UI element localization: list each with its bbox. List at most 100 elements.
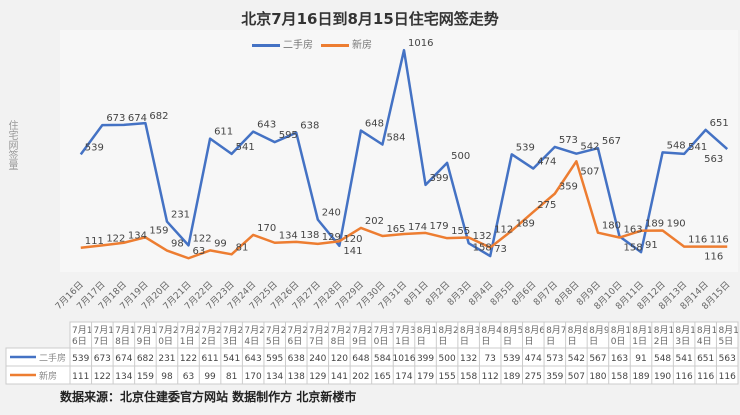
table-header: 5日 <box>266 336 281 347</box>
table-header: 7月2 <box>158 325 178 336</box>
table-cell: 112 <box>482 372 499 382</box>
data-label: 1016 <box>408 38 433 49</box>
data-label: 507 <box>580 166 599 177</box>
table-header: 2日 <box>201 336 216 347</box>
table-header: 日 <box>460 336 469 347</box>
table-cell: 163 <box>611 354 628 364</box>
table-header: 日 <box>525 336 534 347</box>
table-header: 7月2 <box>331 325 351 336</box>
table-header: 日 <box>589 336 598 347</box>
table-header: 8月1 <box>675 325 695 336</box>
data-label: 116 <box>688 235 707 246</box>
data-label: 240 <box>322 208 341 219</box>
table-header: 8月1 <box>611 325 631 336</box>
table-cell: 63 <box>183 372 194 382</box>
table-cell: 231 <box>158 354 175 364</box>
data-label: 611 <box>214 127 233 138</box>
table-header: 7月2 <box>201 325 221 336</box>
table-header: 8日 <box>115 336 130 347</box>
table-cell: 159 <box>137 372 154 382</box>
data-label: 155 <box>451 226 470 237</box>
table-cell: 189 <box>503 372 520 382</box>
table-cell: 81 <box>226 372 237 382</box>
data-label: 541 <box>688 142 707 153</box>
table-cell: 651 <box>697 354 714 364</box>
table-header: 3日 <box>675 336 690 347</box>
table-header: 日 <box>546 336 555 347</box>
table-cell: 129 <box>309 372 326 382</box>
table-header: 7月2 <box>266 325 286 336</box>
table-cell: 1016 <box>393 354 416 364</box>
table-cell: 548 <box>654 354 671 364</box>
legend-label: 新房 <box>352 40 372 51</box>
table-cell: 507 <box>568 372 585 382</box>
table-cell: 648 <box>352 354 369 364</box>
data-label: 98 <box>171 239 184 250</box>
data-label: 399 <box>430 173 449 184</box>
table-cell: 474 <box>525 354 542 364</box>
table-header: 7日 <box>94 336 109 347</box>
data-label: 542 <box>580 142 599 153</box>
table-header: 8月9 <box>589 325 610 336</box>
table-header: 日 <box>438 336 447 347</box>
table-header: 4日 <box>697 336 712 347</box>
table-header: 8日 <box>331 336 346 347</box>
table-header: 7月1 <box>94 325 114 336</box>
table-header: 9日 <box>352 336 367 347</box>
table-header: 8月7 <box>546 325 566 336</box>
data-label: 122 <box>106 233 125 244</box>
data-label: 189 <box>645 219 664 230</box>
table-header: 7月2 <box>287 325 307 336</box>
table-cell: 122 <box>180 354 197 364</box>
data-label: 159 <box>149 225 168 236</box>
data-label: 573 <box>559 135 578 146</box>
data-label: 134 <box>128 231 147 242</box>
table-header: 8月1 <box>697 325 717 336</box>
table-cell: 189 <box>632 372 649 382</box>
data-label: 539 <box>85 142 104 153</box>
table-header: 8月1 <box>632 325 652 336</box>
chart-title: 北京7月16日到8月15日住宅网签走势 <box>241 10 499 28</box>
table-cell: 682 <box>137 354 154 364</box>
data-label: 63 <box>193 246 206 257</box>
table-cell: 595 <box>266 354 283 364</box>
table-header: 7月2 <box>352 325 372 336</box>
data-label: 548 <box>667 140 686 151</box>
table-cell: 399 <box>417 354 434 364</box>
table-cell: 155 <box>439 372 456 382</box>
data-label: 122 <box>193 233 212 244</box>
data-table <box>69 321 739 385</box>
table-header: 0日 <box>611 336 626 347</box>
table-header: 7月2 <box>244 325 264 336</box>
table-cell: 158 <box>611 372 628 382</box>
data-label: 170 <box>257 223 276 234</box>
table-header: 0日 <box>374 336 389 347</box>
table-cell: 179 <box>417 372 434 382</box>
table-cell: 98 <box>161 372 173 382</box>
data-label: 595 <box>279 130 298 141</box>
data-label: 180 <box>602 221 621 232</box>
table-cell: 111 <box>72 372 89 382</box>
table-header: 8月5 <box>503 325 523 336</box>
data-label: 134 <box>279 231 298 242</box>
table-cell: 643 <box>245 354 262 364</box>
data-label: 116 <box>710 235 729 246</box>
table-header: 7月3 <box>374 325 394 336</box>
series-line-1 <box>80 160 728 260</box>
data-label: 138 <box>300 230 319 241</box>
data-label: 116 <box>704 252 723 263</box>
table-cell: 180 <box>589 372 606 382</box>
table-header: 日 <box>568 336 577 347</box>
table-header: 日 <box>503 336 512 347</box>
data-label: 179 <box>430 221 449 232</box>
data-label: 163 <box>623 224 642 235</box>
table-header: 9日 <box>137 336 152 347</box>
table-header: 6日 <box>287 336 302 347</box>
table-cell: 116 <box>719 372 736 382</box>
data-label: 189 <box>516 219 535 230</box>
data-label: 563 <box>704 154 723 165</box>
table-cell: 91 <box>635 354 646 364</box>
data-label: 648 <box>365 119 384 130</box>
